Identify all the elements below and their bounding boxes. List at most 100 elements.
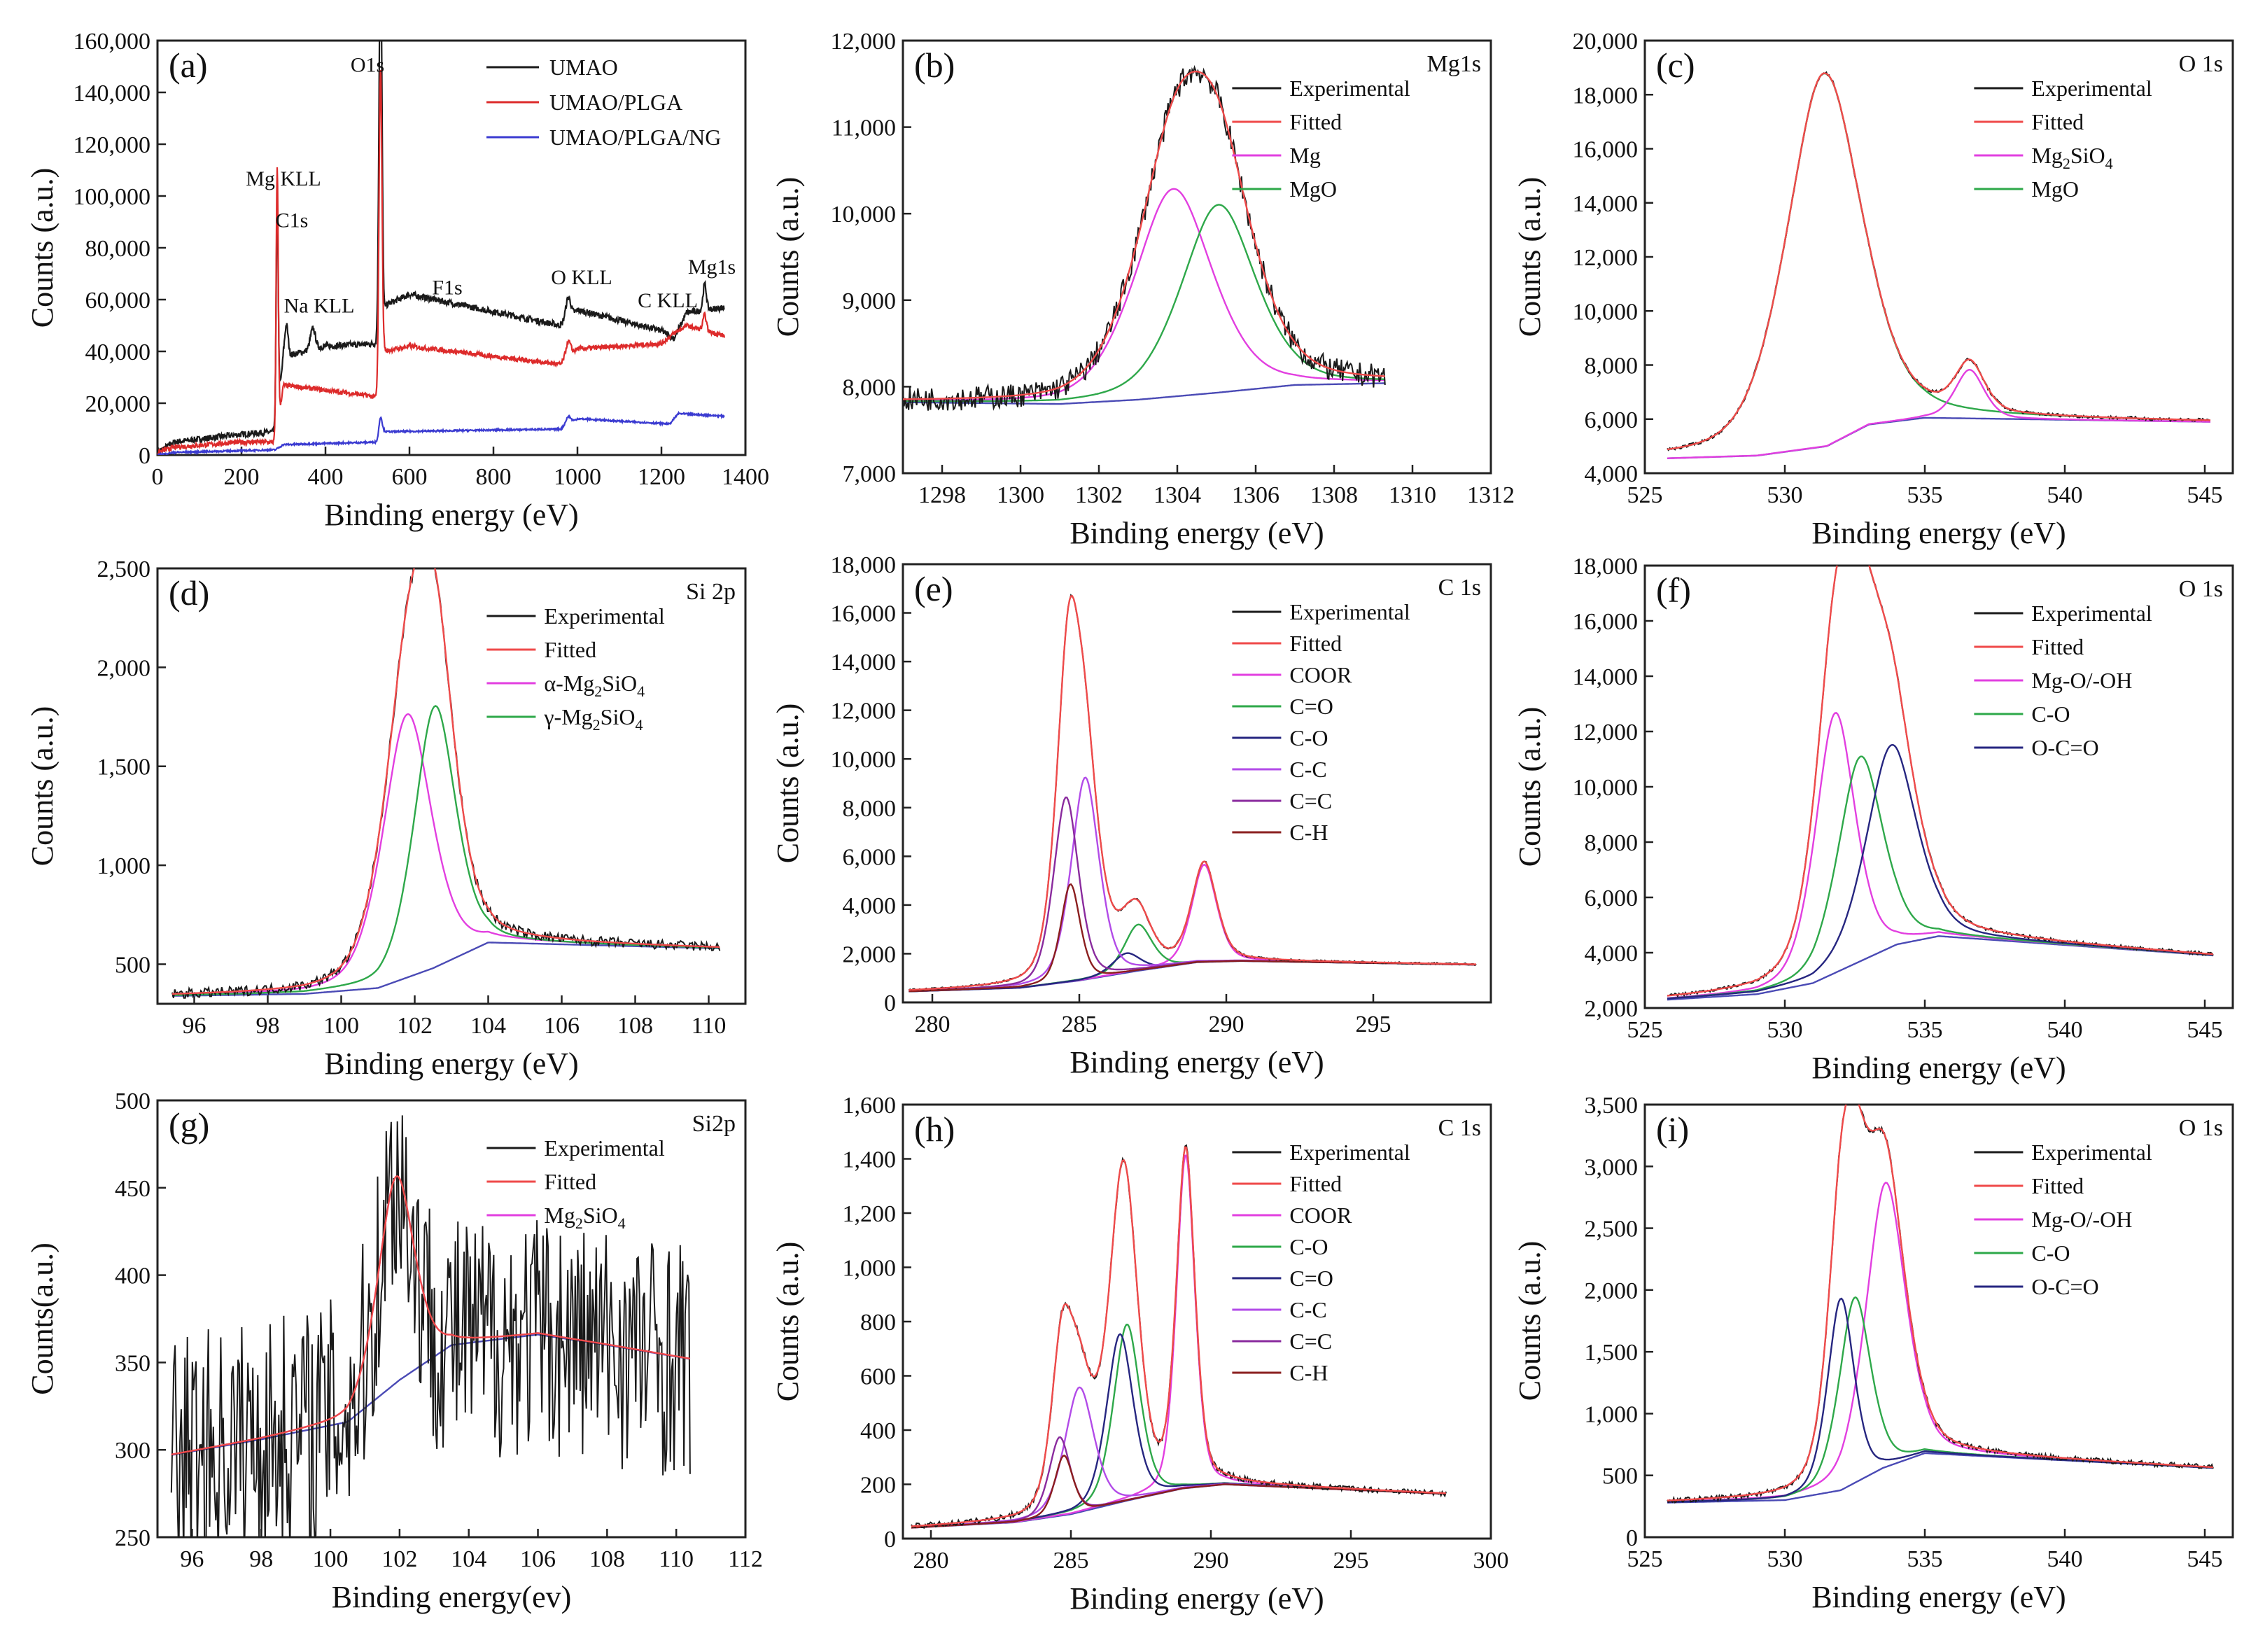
- legend-label: Fitted: [544, 1169, 596, 1194]
- panel-label: (c): [1656, 46, 1695, 85]
- y-tick-label: 1,000: [1585, 1401, 1639, 1427]
- legend-label: Fitted: [2031, 109, 2084, 134]
- y-tick-label: 350: [115, 1350, 150, 1376]
- x-tick-label: 530: [1767, 1017, 1803, 1043]
- legend-label: Mg-O/-OH: [2031, 1207, 2132, 1232]
- x-tick-label: 102: [381, 1546, 417, 1572]
- panel-d: 96 98 100 102 104 106 108 110 500 1,000 1,500 2,000…: [25, 556, 747, 1081]
- y-tick-label: 11,000: [832, 115, 896, 141]
- y-tick-label: 6,000: [843, 844, 897, 870]
- y-axis-label: Counts (a.u.): [771, 177, 805, 337]
- x-axis-label: Binding energy (eV): [324, 1046, 578, 1081]
- x-tick-label: 1300: [997, 482, 1044, 508]
- series-line-umao: [157, 41, 725, 455]
- plot-frame: [1643, 39, 2234, 475]
- y-tick-label: 18,000: [1573, 554, 1639, 580]
- legend-label: C-O: [2031, 1240, 2070, 1266]
- y-axis-label: Counts (a.u.): [771, 704, 805, 864]
- y-tick-label: 20,000: [1573, 29, 1639, 55]
- x-tick-label: 98: [256, 1013, 280, 1039]
- component-line-c-o: [1667, 755, 2214, 1000]
- x-tick-label: 106: [544, 1013, 580, 1039]
- plot-area: [1667, 71, 2211, 459]
- plot-area: [903, 64, 1386, 411]
- legend-label: C-H: [1289, 820, 1328, 845]
- legend-label: C-O: [1289, 725, 1328, 750]
- x-tick-label: 110: [659, 1546, 694, 1572]
- y-tick-label: 8,000: [1585, 830, 1639, 856]
- x-tick-label: 1310: [1389, 482, 1436, 508]
- plot-area: [1667, 1105, 2214, 1504]
- panel-title: Si 2p: [686, 579, 736, 605]
- component-line-mg-o-oh: [1667, 711, 2214, 1000]
- baseline-line: [1667, 416, 2210, 459]
- x-tick-label: 290: [1209, 1011, 1244, 1037]
- y-tick-label: 40,000: [85, 340, 151, 365]
- x-tick-label: 1304: [1153, 482, 1201, 508]
- y-tick-label: 400: [860, 1418, 896, 1444]
- panel-e: 280 285 290 295 0 2,000 4,000 6,000 8,000 10,000 1…: [771, 552, 1492, 1079]
- x-axis-label: Binding energy (eV): [1811, 516, 2066, 550]
- plot-frame: [156, 567, 747, 1005]
- y-tick-label: 16,000: [1573, 137, 1639, 163]
- y-axis-label: Counts (a.u.): [1513, 1241, 1547, 1401]
- y-tick-label: 16,000: [831, 601, 897, 627]
- y-tick-label: 10,000: [831, 747, 897, 773]
- peak-annotation: C1s: [276, 209, 309, 232]
- x-tick-label: 800: [476, 464, 512, 490]
- x-tick-label: 108: [617, 1013, 653, 1039]
- x-tick-label: 1400: [722, 464, 769, 490]
- x-tick-label: 96: [180, 1546, 204, 1572]
- x-tick-label: 400: [308, 464, 344, 490]
- y-tick-label: 500: [115, 1088, 150, 1114]
- component-line-c-o: [911, 1323, 1447, 1529]
- y-tick-label: 2,000: [843, 941, 897, 967]
- x-tick-label: 110: [692, 1013, 727, 1039]
- y-tick-label: 16,000: [1573, 609, 1639, 635]
- legend-label: Mg-O/-OH: [2031, 668, 2132, 693]
- panel-title: Mg1s: [1427, 51, 1481, 77]
- x-tick-label: 540: [2047, 1017, 2083, 1043]
- legend-label: Experimental: [2031, 76, 2152, 101]
- y-tick-label: 4,000: [1585, 461, 1639, 487]
- component-line-c-c: [911, 1436, 1447, 1529]
- x-tick-label: 280: [915, 1011, 951, 1037]
- component-line-o-c-o: [1667, 1297, 2214, 1504]
- component-line-c-h: [911, 1454, 1446, 1529]
- legend-label: MgO: [2031, 176, 2079, 202]
- x-axis-label: Binding energy (eV): [1811, 1580, 2066, 1614]
- y-tick-label: 8,000: [843, 374, 897, 400]
- panel-b: 1298 1300 1302 1304 1306 1308 1310 1312 7,000 8,0…: [771, 29, 1515, 550]
- legend-label: C=C: [1289, 1329, 1332, 1354]
- fitted-line: [909, 595, 1476, 991]
- y-tick-label: 800: [860, 1310, 896, 1336]
- component-line-mg: [903, 188, 1385, 402]
- panel-h: 280 285 290 295 300 0 200 400 600 800 1,000 1,200 1,…: [771, 1093, 1509, 1616]
- panel-label: (d): [169, 573, 209, 612]
- legend-label: Experimental: [544, 1135, 664, 1161]
- component-line-c-c: [911, 1386, 1446, 1529]
- y-tick-label: 4,000: [1585, 941, 1639, 967]
- y-tick-label: 1,200: [843, 1201, 897, 1227]
- legend-label: Experimental: [2031, 601, 2152, 626]
- y-tick-label: 2,500: [1585, 1217, 1639, 1242]
- x-tick-label: 200: [224, 464, 260, 490]
- y-tick-label: 450: [115, 1176, 150, 1202]
- y-tick-label: 300: [115, 1438, 150, 1464]
- legend-label: Fitted: [1289, 109, 1342, 134]
- peak-annotation: Mg KLL: [246, 167, 321, 190]
- y-tick-label: 500: [1602, 1464, 1638, 1490]
- panel-label: (i): [1656, 1110, 1689, 1149]
- plot-frame: [902, 563, 1492, 1004]
- x-tick-label: 280: [913, 1548, 949, 1574]
- component-line-c-c: [909, 776, 1476, 992]
- x-tick-label: 1312: [1467, 482, 1515, 508]
- panel-title: O 1s: [2179, 1115, 2223, 1141]
- fitted-line: [1667, 1105, 2214, 1502]
- legend-label: Fitted: [2031, 634, 2084, 659]
- x-axis-label: Binding energy(ev): [332, 1580, 572, 1614]
- legend-label: Fitted: [1289, 631, 1342, 656]
- y-tick-label: 1,500: [1585, 1340, 1639, 1366]
- y-tick-label: 12,000: [831, 699, 897, 724]
- component-line-o-c-o: [1667, 743, 2214, 1000]
